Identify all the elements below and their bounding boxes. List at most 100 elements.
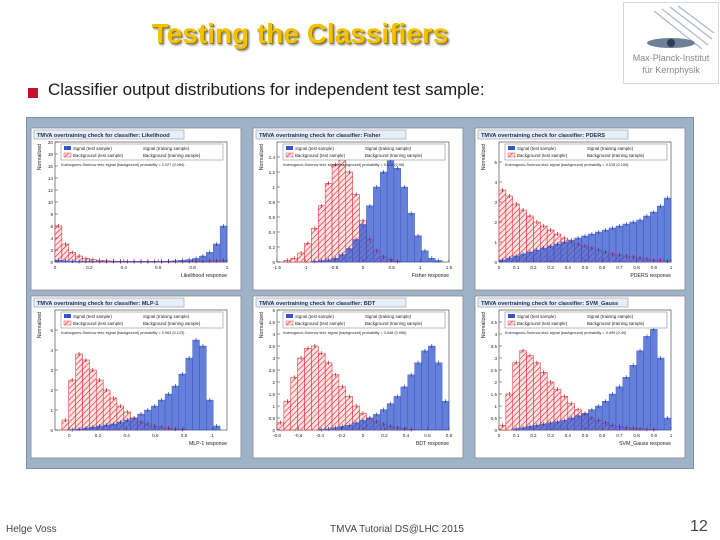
x-tick-label: 0.2 — [86, 265, 93, 270]
signal-bar — [164, 393, 173, 431]
y-tick-label: 2.5 — [491, 368, 498, 373]
signal-bar — [178, 373, 186, 431]
y-tick-label: 0 — [50, 260, 53, 265]
background-bar — [304, 348, 312, 431]
y-tick-label: 2 — [494, 220, 497, 225]
plots-panel: TMVA overtraining check for classifier: … — [26, 117, 694, 469]
x-tick-label: 0.2 — [530, 433, 537, 438]
y-axis-label: Normalized — [37, 312, 43, 338]
y-tick-label: 2 — [50, 388, 53, 393]
chart-title: TMVA overtraining check for classifier: … — [259, 301, 376, 307]
legend-box — [504, 143, 668, 161]
signal-bar — [185, 357, 193, 431]
y-tick-label: 8 — [50, 212, 53, 217]
y-tick-label: 0.5 — [269, 416, 276, 421]
signal-bar — [379, 409, 388, 431]
x-tick-label: 0 — [54, 265, 57, 270]
legend-background-test: Background (test sample) — [73, 153, 124, 158]
logo-line-1: Max-Planck-Institut — [632, 53, 710, 63]
legend-background-swatch — [285, 320, 294, 326]
background-bar — [318, 205, 326, 263]
background-bar — [318, 352, 326, 431]
y-tick-label: 14 — [48, 176, 54, 181]
legend-signal-swatch — [286, 314, 293, 318]
legend-signal-test: Signal (test sample) — [73, 314, 112, 319]
x-tick-label: 0.7 — [616, 433, 623, 438]
y-tick-label: 3.5 — [491, 344, 498, 349]
signal-bar — [574, 237, 582, 263]
legend-box — [60, 143, 224, 161]
background-bar — [505, 393, 514, 431]
x-tick-label: 0.6 — [599, 433, 606, 438]
x-tick-label: 0.2 — [530, 265, 537, 270]
y-tick-label: 4 — [494, 332, 497, 337]
legend-signal-swatch — [508, 146, 515, 150]
y-tick-label: 0 — [272, 428, 275, 433]
y-tick-label: 4 — [272, 332, 275, 337]
legend-signal-train: Signal (training sample) — [365, 146, 412, 151]
background-bar — [68, 379, 76, 431]
y-tick-label: 4 — [494, 180, 497, 185]
footer-event: TMVA Tutorial DS@LHC 2015 — [330, 524, 464, 535]
signal-bar — [560, 241, 568, 263]
signal-bar — [171, 385, 180, 431]
chart-3: TMVA overtraining check for classifier: … — [474, 127, 686, 291]
signal-bar — [615, 386, 624, 431]
signal-bar — [663, 197, 672, 263]
legend-background-train: Background (training sample) — [587, 321, 645, 326]
signal-bar — [393, 168, 402, 263]
legend-signal-swatch — [508, 314, 515, 318]
signal-bar — [192, 339, 200, 431]
legend-signal-test: Signal (test sample) — [517, 314, 556, 319]
legend-background-train: Background (training sample) — [365, 321, 423, 326]
legend-background-test: Background (test sample) — [73, 321, 124, 326]
y-tick-label: 2.5 — [269, 368, 276, 373]
background-bar — [96, 379, 104, 431]
y-tick-label: 0 — [50, 428, 53, 433]
signal-bar — [601, 229, 610, 263]
background-bar — [533, 362, 541, 431]
signal-bar — [393, 396, 402, 431]
y-tick-label: 3 — [272, 356, 275, 361]
background-bar — [540, 372, 548, 431]
background-bar — [311, 345, 319, 431]
x-axis-label: PDERS response — [630, 273, 671, 279]
signal-bar — [657, 205, 665, 263]
legend-background-swatch — [63, 152, 72, 158]
y-axis-label: Normalized — [259, 144, 265, 170]
signal-bar — [643, 336, 651, 431]
legend-box — [282, 311, 446, 329]
x-tick-label: 0 — [362, 433, 365, 438]
x-tick-label: -0.5 — [330, 265, 338, 270]
signal-bar — [601, 400, 610, 431]
y-tick-label: 0.4 — [269, 230, 276, 235]
background-bar — [512, 362, 520, 431]
signal-bar — [622, 376, 630, 431]
y-tick-label: 2 — [494, 380, 497, 385]
legend-signal-train: Signal (training sample) — [587, 314, 634, 319]
background-bar — [297, 357, 305, 431]
signal-bar — [608, 227, 617, 263]
x-tick-label: -0.4 — [316, 433, 324, 438]
y-tick-label: 5 — [494, 160, 497, 165]
signal-bar — [435, 362, 443, 431]
legend-signal-train: Signal (training sample) — [143, 314, 190, 319]
y-tick-label: 12 — [48, 188, 54, 193]
y-tick-label: 2 — [50, 248, 53, 253]
background-bar — [75, 353, 83, 431]
legend-background-test: Background (test sample) — [295, 153, 346, 158]
signal-bar — [540, 247, 548, 263]
x-tick-label: 0.6 — [424, 433, 431, 438]
legend-box — [504, 311, 668, 329]
legend-box — [60, 311, 224, 329]
background-bar — [311, 228, 319, 263]
signal-bar — [441, 400, 450, 431]
y-tick-label: 1 — [272, 404, 275, 409]
signal-bar — [595, 231, 603, 263]
signal-bar — [636, 350, 644, 431]
background-bar — [283, 400, 292, 431]
signal-bar — [629, 364, 637, 431]
signal-bar — [386, 160, 395, 263]
x-axis-label: MLP-1 response — [189, 441, 227, 447]
legend-background-swatch — [507, 152, 516, 158]
